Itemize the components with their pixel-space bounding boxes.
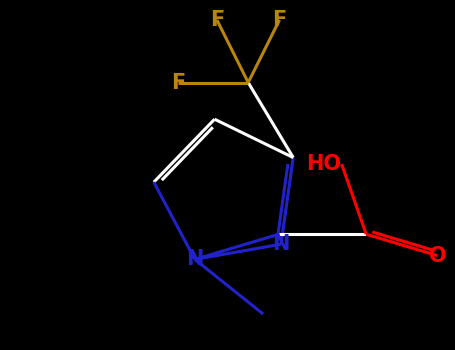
Text: F: F [273, 10, 287, 30]
Text: F: F [210, 10, 224, 30]
Text: N: N [273, 234, 290, 254]
Text: O: O [429, 246, 446, 266]
Text: HO: HO [307, 154, 342, 174]
Text: F: F [171, 72, 185, 92]
Text: N: N [186, 250, 203, 270]
